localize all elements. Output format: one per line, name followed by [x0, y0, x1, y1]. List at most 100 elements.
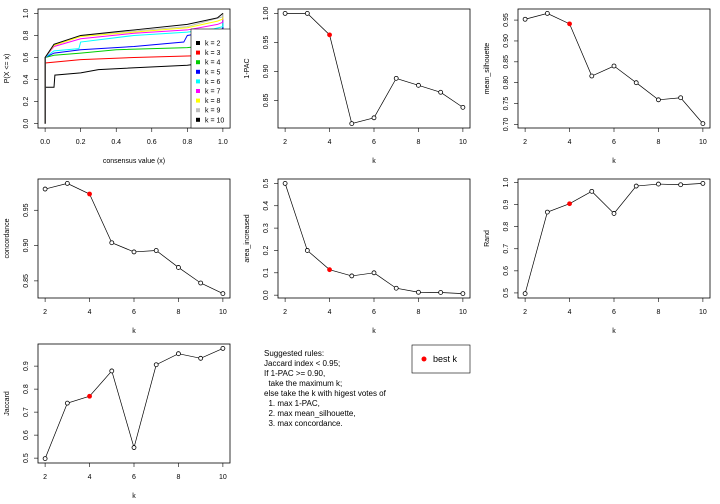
y-tick-label: 0.5 — [23, 453, 30, 463]
x-tick-label: 10 — [459, 139, 467, 146]
x-tick-label: 2 — [43, 309, 47, 316]
legend-label: k = 2 — [205, 41, 220, 48]
data-point — [438, 290, 444, 295]
y-tick-label: 0.9 — [23, 361, 30, 371]
data-point — [42, 186, 48, 192]
legend-swatch — [196, 79, 200, 84]
y-tick-label: 1.0 — [503, 178, 510, 188]
y-tick-label: 0.2 — [23, 97, 30, 107]
series-line — [45, 183, 224, 294]
y-tick-label: 0.7 — [503, 244, 510, 254]
data-point — [304, 11, 310, 16]
legend-swatch — [196, 69, 200, 74]
legend-label: k = 3 — [205, 50, 220, 57]
data-point — [304, 248, 310, 253]
plot-box — [517, 8, 711, 129]
x-tick-label: 10 — [219, 474, 227, 481]
legend-swatch — [196, 60, 200, 65]
data-point — [176, 351, 181, 357]
legend-label: k = 8 — [205, 98, 220, 105]
data-point — [416, 289, 421, 295]
y-tick-label: 0.85 — [503, 55, 510, 69]
data-point — [678, 182, 684, 188]
data-point — [678, 95, 684, 101]
data-point — [371, 270, 377, 276]
y-tick-label: 0.2 — [263, 245, 270, 255]
x-tick-label: 0.4 — [111, 139, 121, 146]
data-point — [220, 346, 226, 351]
y-tick-label: 0.4 — [263, 201, 270, 211]
data-point — [282, 181, 288, 186]
data-point — [64, 400, 70, 406]
y-tick-label: 0.90 — [23, 239, 30, 253]
best-k-legend-dot — [421, 356, 427, 362]
x-tick-label: 0.0 — [40, 139, 50, 146]
data-point — [349, 273, 355, 279]
legend-label: k = 9 — [205, 108, 220, 115]
legend-label: k = 10 — [205, 117, 224, 124]
data-point — [700, 181, 706, 186]
legend-label: k = 7 — [205, 89, 220, 96]
y-tick-label: 0.6 — [23, 53, 30, 63]
plot-box — [517, 178, 711, 299]
series-line — [44, 348, 224, 459]
x-tick-label: 6 — [132, 309, 136, 316]
x-axis-label: consensus value (x) — [103, 158, 165, 165]
data-point — [522, 291, 528, 296]
best-k-point — [567, 21, 572, 27]
data-point — [416, 82, 421, 88]
data-point — [611, 63, 617, 69]
legend-label: k = 6 — [205, 79, 220, 86]
x-tick-label: 4 — [568, 139, 572, 146]
y-axis-label: Rand — [484, 230, 491, 247]
data-point — [176, 265, 181, 270]
rule-line: take the maximum k; — [264, 379, 342, 388]
data-point — [393, 285, 399, 291]
data-point — [544, 209, 550, 215]
y-tick-label: 0.95 — [23, 203, 30, 217]
legend-swatch — [196, 89, 200, 93]
data-point — [198, 355, 204, 361]
y-tick-label: 0.0 — [263, 290, 270, 300]
x-tick-label: 4 — [328, 139, 332, 146]
x-axis-label: k — [372, 158, 376, 165]
x-axis-label: k — [372, 328, 376, 335]
x-tick-label: 10 — [219, 309, 227, 316]
x-tick-label: 8 — [416, 309, 420, 316]
x-tick-label: 2 — [283, 309, 287, 316]
best-k-legend: best k — [411, 344, 471, 374]
y-tick-label: 0.80 — [503, 76, 510, 90]
y-axis-label: P(X <= x) — [4, 54, 11, 84]
panel-4: 2 4 6 8 10 0.0 0.1 0.2 0.3 0.4 0.5 k area_increased — [244, 178, 471, 335]
rule-line: 1. max 1-PAC, — [264, 399, 320, 408]
panel-5: 2 4 6 8 10 0.5 0.6 0.7 0.8 0.9 1.0 k Rand — [484, 178, 711, 335]
y-axis-label: 1-PAC — [244, 58, 251, 78]
legend-label: k = 5 — [205, 69, 220, 76]
y-tick-label: 0.95 — [263, 35, 270, 49]
data-point — [282, 11, 288, 16]
x-tick-label: 0.2 — [76, 139, 86, 146]
data-point — [220, 291, 226, 296]
x-tick-label: 6 — [612, 139, 616, 146]
rule-line: If 1-PAC >= 0.90, — [264, 369, 325, 378]
x-tick-label: 8 — [176, 474, 180, 481]
data-point — [544, 11, 550, 16]
x-tick-label: 2 — [523, 309, 527, 316]
y-tick-label: 1.0 — [23, 8, 30, 18]
y-tick-label: 0.7 — [23, 407, 30, 417]
legend-swatch — [196, 41, 200, 45]
best-k-point — [567, 201, 572, 207]
legend-swatch — [196, 117, 200, 122]
x-tick-label: 4 — [88, 474, 92, 481]
x-tick-label: 8 — [176, 309, 180, 316]
data-point — [656, 181, 661, 187]
y-tick-label: 0.8 — [23, 30, 30, 40]
rule-line: 2. max mean_silhouette, — [264, 409, 356, 418]
series-line — [284, 183, 463, 294]
x-tick-label: 4 — [568, 309, 572, 316]
y-tick-label: 0.0 — [23, 119, 30, 129]
data-point — [131, 445, 137, 450]
y-tick-label: 0.6 — [503, 266, 510, 276]
suggested-rules: Suggested rules:Jaccard index < 0.95;If … — [264, 349, 387, 428]
